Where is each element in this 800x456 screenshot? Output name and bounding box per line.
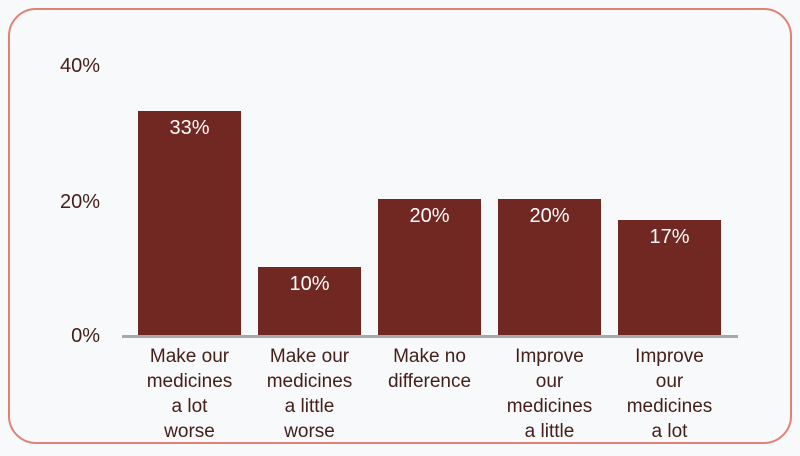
bar-improve-medicines-a-lot: 17%: [618, 220, 721, 335]
x-axis-label-make-medicines-a-little-worse: Make our medicines a little worse: [266, 346, 353, 442]
bar-make-medicines-a-little-worse: 10%: [258, 267, 361, 335]
x-axis-label-improve-medicines-a-little: Improve our medicines a little: [506, 346, 593, 442]
x-axis-line: [122, 335, 738, 338]
bar-value-label: 10%: [289, 273, 330, 295]
bar-make-no-difference: 20%: [378, 199, 481, 335]
bar-improve-medicines-a-little: 20%: [498, 199, 601, 335]
bar-make-medicines-a-lot-worse: 33%: [138, 111, 241, 335]
x-axis-label-make-medicines-a-lot-worse: Make our medicines a lot worse: [146, 346, 233, 442]
y-axis-tick-label-40: 40%: [59, 55, 100, 77]
bar-value-label: 20%: [409, 205, 450, 227]
y-axis-tick-label-20: 20%: [59, 191, 100, 213]
bar-value-label: 33%: [169, 117, 210, 139]
bar-value-label: 20%: [529, 205, 570, 227]
bar-value-label: 17%: [649, 226, 690, 248]
chart-card: [8, 8, 792, 444]
x-axis-label-improve-medicines-a-lot: Improve our medicines a lot: [626, 346, 713, 442]
x-axis-label-make-no-difference: Make no difference: [387, 346, 472, 392]
y-axis-tick-label-0: 0%: [71, 325, 100, 347]
